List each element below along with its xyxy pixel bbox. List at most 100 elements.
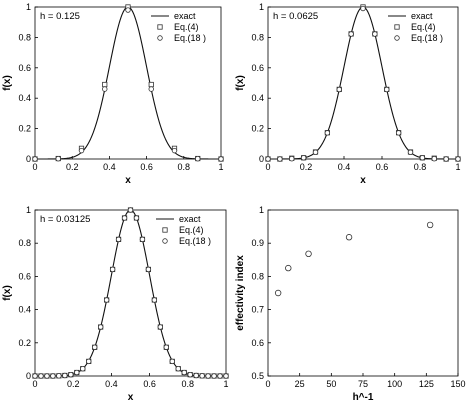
circle-marker	[274, 289, 282, 297]
circle-marker	[175, 365, 181, 372]
x-tick-label: 0	[32, 379, 37, 389]
circle-marker	[97, 324, 104, 330]
x-axis-label: x	[128, 392, 134, 403]
y-tick-label: 0.8	[18, 238, 31, 248]
legend-square-symbol	[162, 227, 168, 233]
legend-entry: Eq.(4)	[411, 22, 436, 32]
circle-marker	[419, 155, 426, 161]
circle-marker	[68, 371, 74, 378]
circle-marker	[163, 344, 170, 350]
y-tick-label: 0.2	[18, 124, 31, 134]
circle-marker	[289, 155, 295, 162]
legend-circle-symbol	[157, 35, 163, 41]
y-tick-label: 0.4	[18, 305, 31, 315]
h-value-annotation: h = 0.0625	[273, 11, 318, 22]
legend-entry: Eq.(18 )	[411, 33, 443, 43]
x-tick-label: 0	[265, 379, 270, 389]
x-tick-label: 0.6	[376, 162, 389, 172]
circle-marker	[44, 373, 50, 379]
circle-marker	[148, 86, 154, 92]
y-tick-label: 0.4	[251, 93, 264, 103]
circle-marker	[80, 365, 86, 372]
y-tick-label: 0	[26, 154, 31, 164]
y-tick-label: 1	[26, 205, 31, 215]
legend-entry: Eq.(18 )	[179, 236, 211, 246]
circle-marker	[211, 373, 217, 379]
circle-marker	[32, 156, 38, 162]
y-tick-label: 0.7	[251, 305, 264, 315]
h-value-annotation: h = 0.03125	[40, 214, 90, 225]
y-tick-label: 0.6	[251, 338, 264, 348]
circle-marker	[102, 86, 108, 92]
x-tick-label: 25	[295, 379, 305, 389]
y-tick-label: 0.8	[251, 271, 264, 281]
x-axis-label: x	[360, 175, 366, 186]
eq4-square-marker	[102, 81, 108, 88]
h-value-annotation: h = 0.125	[40, 11, 80, 22]
circle-marker	[455, 156, 461, 162]
circle-marker	[187, 371, 193, 378]
circle-marker	[145, 266, 152, 273]
circle-marker	[74, 369, 80, 376]
circle-marker	[56, 373, 62, 379]
y-tick-label: 0.8	[18, 32, 31, 42]
circle-marker	[277, 156, 283, 162]
x-tick-label: 0	[32, 162, 37, 172]
x-tick-label: 75	[358, 379, 368, 389]
circle-marker	[443, 156, 449, 162]
circle-marker	[50, 373, 56, 379]
circle-marker	[109, 266, 116, 273]
circle-marker	[38, 373, 44, 379]
circle-marker	[217, 373, 223, 379]
x-tick-label: 0	[265, 162, 270, 172]
circle-marker	[300, 155, 307, 161]
y-tick-label: 0.5	[251, 371, 264, 381]
panel-h-003125: 0 0.2 0.4 0.6 0.8 1 0 0.2 0.4 0.6 0.8 1 x f(x) h = 0.0…	[2, 205, 229, 403]
circle-marker	[195, 155, 201, 162]
circle-marker	[169, 358, 175, 365]
legend-square-symbol	[157, 24, 163, 30]
y-tick-label: 0.4	[18, 93, 31, 103]
circle-marker	[125, 7, 131, 13]
legend-circle-symbol	[394, 35, 400, 41]
x-tick-label: 0.6	[143, 379, 156, 389]
circle-marker	[407, 149, 414, 156]
circle-marker	[372, 31, 378, 37]
y-axis-label: effectivity index	[235, 255, 246, 331]
circle-marker	[55, 155, 61, 162]
circle-marker	[348, 31, 354, 37]
circle-marker	[157, 324, 164, 330]
circle-marker	[91, 344, 98, 350]
circle-marker	[345, 234, 353, 241]
y-tick-label: 0.6	[251, 63, 264, 73]
legend-entry: Eq.(18 )	[174, 33, 206, 43]
y-axis-label: f(x)	[2, 285, 13, 301]
x-tick-label: 1	[223, 379, 228, 389]
circle-marker	[86, 358, 92, 365]
x-tick-label: 125	[419, 379, 434, 389]
circle-marker	[431, 155, 437, 162]
circle-marker	[336, 86, 342, 93]
y-tick-label: 0.6	[18, 63, 31, 73]
circle-marker	[360, 5, 366, 12]
y-tick-label: 0.2	[251, 124, 264, 134]
eq4-square-marker	[148, 81, 154, 88]
y-tick-label: 0	[259, 154, 264, 164]
x-tick-label: 0.2	[300, 162, 313, 172]
y-tick-label: 0	[26, 371, 31, 381]
y-tick-label: 0.8	[251, 32, 264, 42]
legend-entry: Eq.(4)	[179, 225, 204, 235]
x-tick-label: 0.2	[67, 379, 80, 389]
x-axis-label: x	[125, 175, 131, 186]
plot-frame	[267, 209, 459, 377]
circle-marker	[115, 236, 122, 243]
x-tick-label: 150	[450, 379, 465, 389]
circle-marker	[121, 215, 128, 221]
circle-marker	[103, 297, 110, 303]
y-tick-label: 0.2	[18, 338, 31, 348]
legend-circle-symbol	[162, 238, 168, 244]
legend-entry: exact	[411, 11, 433, 21]
legend-entry: exact	[174, 11, 196, 21]
circle-marker	[62, 372, 68, 379]
legend-square-symbol	[394, 24, 400, 30]
